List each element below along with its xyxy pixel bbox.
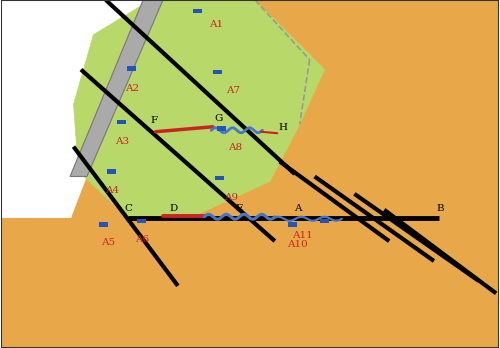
Text: A10: A10 [288, 240, 308, 248]
Text: A4: A4 [105, 187, 119, 196]
Text: A1: A1 [209, 20, 224, 29]
Text: G: G [214, 114, 222, 123]
Text: A6: A6 [134, 235, 149, 244]
FancyBboxPatch shape [99, 222, 108, 227]
FancyBboxPatch shape [108, 169, 116, 174]
Text: A3: A3 [115, 137, 129, 146]
Text: E: E [235, 204, 242, 213]
Polygon shape [70, 0, 163, 176]
Text: A11: A11 [292, 231, 313, 240]
Text: A9: A9 [224, 193, 238, 202]
FancyBboxPatch shape [214, 176, 224, 180]
Text: A7: A7 [226, 86, 240, 95]
Text: C: C [124, 204, 132, 213]
FancyBboxPatch shape [118, 120, 126, 124]
Text: A2: A2 [124, 84, 139, 93]
FancyBboxPatch shape [213, 70, 222, 74]
FancyBboxPatch shape [288, 222, 296, 227]
Text: A5: A5 [101, 238, 115, 247]
FancyBboxPatch shape [216, 126, 226, 130]
Text: B: B [436, 204, 444, 213]
Polygon shape [2, 0, 143, 218]
Text: D: D [170, 204, 177, 213]
Text: A8: A8 [228, 143, 242, 152]
Text: H: H [279, 123, 288, 132]
Text: A: A [294, 204, 301, 213]
FancyBboxPatch shape [194, 9, 202, 13]
Polygon shape [2, 0, 143, 218]
Polygon shape [74, 0, 324, 218]
FancyBboxPatch shape [127, 66, 136, 71]
Text: F: F [150, 116, 158, 125]
FancyBboxPatch shape [137, 219, 146, 223]
FancyBboxPatch shape [320, 219, 329, 223]
